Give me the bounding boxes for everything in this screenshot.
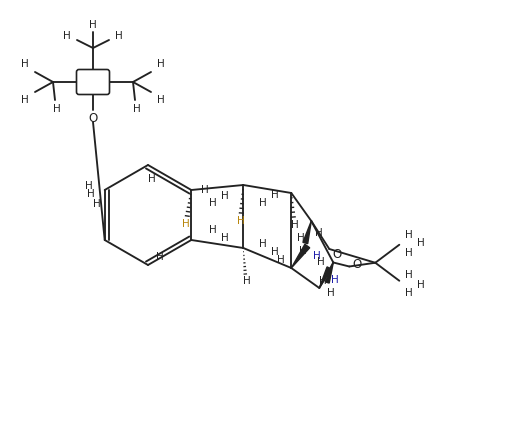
Text: H: H — [297, 233, 305, 243]
Text: H: H — [209, 198, 217, 208]
Text: H: H — [259, 198, 267, 208]
Text: Aps: Aps — [83, 77, 103, 87]
Text: H: H — [417, 238, 424, 248]
Text: H: H — [315, 228, 323, 238]
Text: H: H — [87, 189, 94, 199]
Text: H: H — [271, 190, 279, 200]
Text: H: H — [299, 246, 307, 256]
Text: H: H — [331, 275, 338, 285]
Text: O: O — [352, 258, 361, 271]
Text: H: H — [327, 287, 334, 297]
Text: H: H — [133, 104, 140, 114]
Text: H: H — [182, 219, 190, 229]
Text: H: H — [237, 216, 245, 226]
Text: H: H — [21, 95, 29, 105]
Text: H: H — [157, 95, 165, 105]
Text: H: H — [53, 104, 61, 114]
Polygon shape — [325, 262, 333, 283]
Text: H: H — [157, 59, 165, 69]
Text: H: H — [417, 280, 424, 290]
Text: H: H — [85, 181, 92, 191]
Text: H: H — [148, 174, 156, 184]
Text: H: H — [259, 239, 267, 249]
Text: H: H — [92, 199, 100, 209]
Text: H: H — [89, 20, 96, 30]
Text: H: H — [405, 288, 413, 298]
Text: H: H — [405, 270, 413, 280]
Text: H: H — [277, 255, 285, 265]
Text: H: H — [201, 185, 209, 195]
Text: H: H — [221, 191, 229, 201]
Text: H: H — [115, 31, 123, 41]
Text: H: H — [21, 59, 29, 69]
Polygon shape — [302, 221, 311, 244]
Text: H: H — [63, 31, 71, 41]
Text: O: O — [332, 249, 341, 262]
Text: H: H — [271, 247, 279, 257]
Text: H: H — [319, 276, 327, 286]
Text: H: H — [317, 257, 325, 267]
Text: H: H — [405, 230, 413, 240]
FancyBboxPatch shape — [76, 69, 109, 95]
Text: O: O — [88, 112, 97, 125]
Text: H: H — [291, 220, 298, 230]
Text: H: H — [209, 225, 217, 235]
Text: H: H — [221, 233, 229, 243]
Polygon shape — [291, 244, 309, 268]
Text: H: H — [156, 252, 164, 262]
Text: H: H — [313, 251, 321, 261]
Text: H: H — [243, 276, 250, 286]
Text: H: H — [405, 248, 413, 258]
Polygon shape — [319, 267, 331, 288]
